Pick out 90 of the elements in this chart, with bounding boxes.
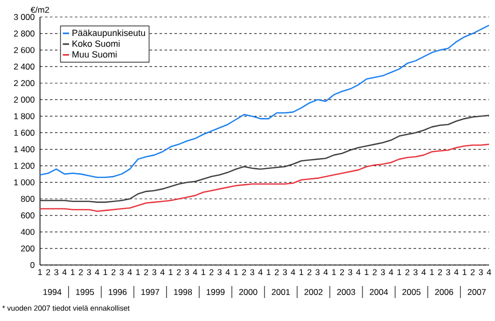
- x-tick-label: 3: [478, 269, 483, 276]
- y-tick-label: 2 800: [14, 30, 34, 37]
- x-tick-label: 4: [486, 269, 492, 276]
- y-tick-label: 2 000: [14, 96, 34, 103]
- text: 2007: [468, 289, 486, 295]
- x-tick-label: 2: [242, 269, 246, 276]
- text: 1994: [43, 289, 62, 295]
- text: 2006: [435, 289, 454, 295]
- legend-label: Koko Suomi: [72, 40, 120, 47]
- y-tick-label: 3 000: [14, 14, 34, 20]
- legend-label: Pääkaupunkiseutu: [72, 29, 145, 38]
- x-tick-label: 2: [405, 269, 410, 276]
- text: 1997: [141, 289, 160, 295]
- x-tick-label: 3: [446, 269, 450, 276]
- y-tick-label: 600: [21, 212, 34, 218]
- x-tick-label: 2: [78, 269, 83, 276]
- x-tick-label: 3: [54, 269, 58, 276]
- x-tick-label: 3: [414, 269, 418, 276]
- x-tick-label: 2: [307, 269, 312, 276]
- x-tick-label: 3: [184, 269, 189, 276]
- x-tick-label: 3: [152, 269, 156, 276]
- x-tick-label: 2: [144, 269, 148, 276]
- y-tick-label: 200: [21, 245, 34, 252]
- x-tick-label: 2: [470, 269, 475, 276]
- y-tick-label: 2 200: [14, 80, 34, 86]
- x-tick-label: 4: [128, 269, 132, 276]
- x-tick-label: 3: [120, 269, 124, 276]
- text: 2000: [239, 289, 258, 295]
- x-tick-label: 4: [388, 269, 394, 276]
- x-tick-label: 1: [462, 269, 466, 276]
- x-tick-label: 3: [316, 269, 320, 276]
- x-tick-label: 4: [454, 269, 458, 276]
- text: 2001: [272, 289, 290, 295]
- x-tick-label: 1: [168, 269, 173, 276]
- x-tick-label: 1: [300, 269, 304, 276]
- x-tick-label: 3: [250, 269, 254, 276]
- x-tick-label: 2: [112, 269, 116, 276]
- x-tick-label: 1: [136, 269, 140, 276]
- x-tick-label: 1: [364, 269, 368, 276]
- x-tick-label: 4: [290, 269, 296, 276]
- text: 2004: [370, 289, 388, 295]
- x-tick-label: 4: [226, 269, 230, 276]
- text: 2005: [402, 289, 421, 295]
- y-tick-label: 0: [30, 262, 34, 268]
- x-tick-label: 4: [258, 269, 263, 276]
- x-tick-label: 3: [218, 269, 222, 276]
- x-tick-label: 1: [397, 269, 402, 276]
- text: 1999: [206, 289, 225, 295]
- x-tick-label: 3: [380, 269, 385, 276]
- x-tick-label: 4: [356, 269, 360, 276]
- x-tick-label: 1: [266, 269, 271, 276]
- y-tick-label: 1 000: [14, 179, 34, 186]
- y-tick-label: 2 600: [14, 47, 34, 54]
- x-tick-label: 2: [176, 269, 181, 276]
- y-axis-title: €/m2: [30, 6, 49, 13]
- text: 2002: [304, 289, 322, 295]
- x-tick-label: 1: [202, 269, 206, 276]
- x-tick-label: 1: [104, 269, 108, 276]
- y-tick-label: 1 400: [14, 146, 34, 152]
- x-tick-label: 2: [210, 269, 214, 276]
- x-tick-label: 4: [160, 269, 165, 276]
- x-tick-label: 1: [332, 269, 336, 276]
- x-tick-label: 2: [46, 269, 50, 276]
- x-tick-label: 2: [340, 269, 344, 276]
- y-tick-label: 1 800: [14, 113, 34, 120]
- y-tick-label: 400: [20, 228, 34, 235]
- x-tick-label: 2: [274, 269, 279, 276]
- x-tick-label: 4: [94, 269, 100, 276]
- y-tick-label: 1 600: [14, 130, 34, 136]
- x-tick-label: 3: [282, 269, 287, 276]
- text: 1995: [76, 289, 94, 295]
- x-tick-label: 1: [430, 269, 434, 276]
- x-tick-label: 1: [234, 269, 238, 276]
- text: 1998: [174, 289, 192, 295]
- x-tick-label: 1: [70, 269, 75, 276]
- x-tick-label: 4: [324, 269, 328, 276]
- y-tick-label: 800: [21, 196, 34, 202]
- x-tick-label: 3: [348, 269, 352, 276]
- y-tick-label: 2 400: [14, 64, 34, 70]
- x-tick-label: 2: [438, 269, 442, 276]
- text: 1996: [108, 289, 127, 295]
- x-tick-label: 3: [86, 269, 91, 276]
- x-tick-label: 2: [372, 269, 377, 276]
- x-tick-label: 1: [38, 269, 42, 276]
- x-tick-label: 4: [422, 269, 426, 276]
- legend-label: Muu Suomi: [72, 50, 117, 58]
- y-tick-label: 1 200: [14, 162, 34, 169]
- x-tick-label: 4: [192, 269, 198, 276]
- text: 2003: [337, 289, 356, 295]
- x-tick-label: 4: [62, 269, 67, 276]
